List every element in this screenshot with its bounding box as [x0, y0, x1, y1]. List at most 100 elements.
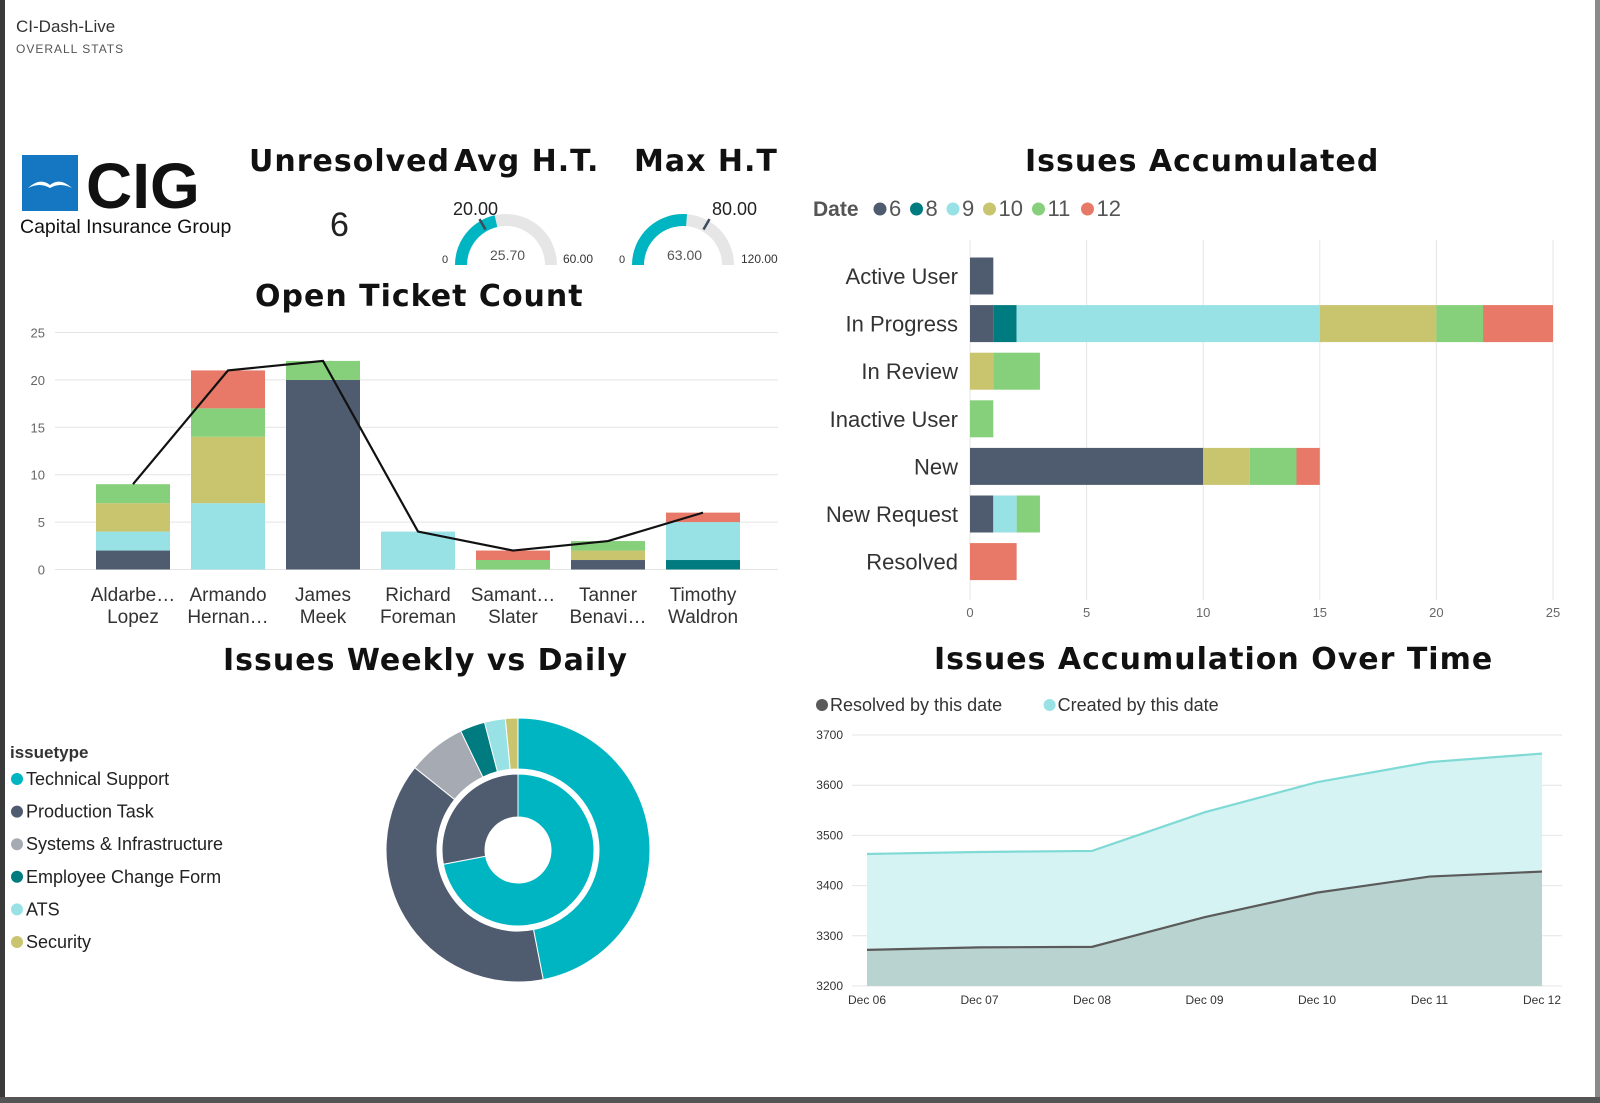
- legend-label[interactable]: 6: [889, 196, 901, 221]
- bar-segment[interactable]: [970, 305, 994, 343]
- x-tick-label: Dec 07: [960, 993, 998, 1007]
- x-tick-label: 25: [1546, 605, 1560, 620]
- legend-label[interactable]: 11: [1048, 196, 1071, 221]
- bar-segment[interactable]: [993, 305, 1017, 343]
- bar-segment[interactable]: [286, 360, 360, 380]
- bar-segment[interactable]: [571, 541, 645, 551]
- x-tick-label: 5: [1083, 605, 1090, 620]
- bar-segment[interactable]: [96, 503, 170, 532]
- x-category-label: Slater: [488, 607, 538, 628]
- bar-segment[interactable]: [1483, 305, 1553, 343]
- legend-label[interactable]: 9: [962, 196, 974, 221]
- x-tick-label: 10: [1196, 605, 1210, 620]
- legend-label[interactable]: Technical Support: [26, 769, 169, 789]
- y-category-label: In Review: [861, 359, 958, 384]
- bar-segment[interactable]: [666, 560, 740, 570]
- bar-segment[interactable]: [1296, 447, 1320, 485]
- bar-segment[interactable]: [96, 531, 170, 551]
- bar-segment[interactable]: [1203, 447, 1250, 485]
- bar-segment[interactable]: [191, 503, 265, 570]
- gauge-target-label: 20.00: [453, 199, 498, 219]
- gauge-max: 120.00: [741, 252, 778, 266]
- bar-segment[interactable]: [1436, 305, 1484, 343]
- bar-segment[interactable]: [1016, 305, 1320, 343]
- bar-segment[interactable]: [1249, 447, 1297, 485]
- y-tick-label: 20: [31, 373, 45, 388]
- bar-segment[interactable]: [286, 379, 360, 570]
- donut-slice[interactable]: [442, 773, 595, 927]
- gauge-value: 63.00: [667, 247, 702, 263]
- bar-segment[interactable]: [970, 400, 994, 438]
- donut-slice[interactable]: [441, 773, 519, 865]
- x-category-label: Benavi…: [569, 607, 646, 628]
- bar-segment[interactable]: [381, 531, 455, 570]
- legend-label[interactable]: Security: [26, 932, 91, 952]
- open-ticket-title: Open Ticket Count: [255, 279, 584, 314]
- area-fill: [867, 871, 1542, 986]
- bar-segment[interactable]: [1016, 495, 1040, 533]
- bar-segment[interactable]: [1319, 305, 1437, 343]
- x-category-label: Meek: [300, 607, 347, 628]
- legend-label[interactable]: Production Task: [26, 802, 155, 822]
- x-category-label: Armando: [189, 585, 266, 606]
- gauge-target-marker: [702, 218, 711, 231]
- legend-label[interactable]: Employee Change Form: [26, 867, 221, 887]
- bar-segment[interactable]: [191, 370, 265, 409]
- donut-slice[interactable]: [385, 766, 544, 983]
- bar-segment[interactable]: [970, 495, 994, 533]
- legend-label[interactable]: ATS: [26, 899, 60, 919]
- x-tick-label: 15: [1313, 605, 1327, 620]
- legend-label[interactable]: Resolved by this date: [830, 695, 1002, 715]
- legend-label[interactable]: 10: [999, 196, 1023, 221]
- donut-slice[interactable]: [504, 717, 519, 770]
- weekly-daily-chart: issuetype Technical Support Production Tas…: [10, 717, 651, 983]
- legend-dot: [946, 202, 960, 216]
- legend-dot: [816, 699, 828, 711]
- bar-segment[interactable]: [96, 550, 170, 570]
- trend-line: [132, 359, 704, 552]
- legend-label[interactable]: Created by this date: [1058, 695, 1219, 715]
- bar-segment[interactable]: [96, 484, 170, 504]
- x-category-label: Aldarbe…: [91, 585, 176, 606]
- bar-segment[interactable]: [476, 560, 550, 570]
- logo-tagline: Capital Insurance Group: [20, 216, 232, 238]
- y-tick-label: 0: [38, 563, 45, 578]
- x-tick-label: 0: [966, 605, 973, 620]
- bar-segment[interactable]: [571, 560, 645, 570]
- bar-segment[interactable]: [993, 352, 1040, 390]
- y-category-label: Inactive User: [830, 407, 958, 432]
- avg-ht-gauge: 20.00 25.70 0 60.00: [442, 199, 593, 266]
- bar-segment[interactable]: [191, 436, 265, 504]
- issues-accumulated-chart: 0 5 10 15 20 25 Date 6 8 9 10 11 12 Active User In Pro…: [813, 196, 1560, 620]
- bar-segment[interactable]: [476, 550, 550, 561]
- legend-dot: [11, 805, 23, 818]
- legend-title: Date: [813, 198, 859, 221]
- legend-title: issuetype: [10, 743, 88, 762]
- dashboard-subtitle: OVERALL STATS: [16, 42, 125, 56]
- y-tick-label: 15: [31, 420, 45, 435]
- bar-segment[interactable]: [191, 408, 265, 437]
- legend-label[interactable]: 12: [1097, 196, 1121, 221]
- legend-dot: [873, 202, 887, 216]
- y-tick-label: 3500: [816, 828, 843, 842]
- bar-segment[interactable]: [970, 257, 994, 295]
- legend-label[interactable]: Systems & Infrastructure: [26, 834, 223, 854]
- x-tick-label: Dec 06: [848, 993, 886, 1007]
- bar-segment[interactable]: [666, 522, 740, 561]
- area-line[interactable]: [866, 870, 1543, 951]
- logo-wing-icon: [28, 181, 72, 188]
- legend-dot: [11, 838, 23, 851]
- bar-segment[interactable]: [666, 512, 740, 523]
- bar-segment[interactable]: [993, 495, 1017, 533]
- bar-segment[interactable]: [970, 543, 1017, 581]
- bar-segment[interactable]: [970, 447, 1204, 485]
- legend-dot: [11, 936, 23, 948]
- y-tick-label: 3400: [816, 879, 843, 893]
- bar-segment[interactable]: [571, 550, 645, 561]
- legend-label[interactable]: 8: [926, 196, 938, 221]
- bar-segment[interactable]: [970, 352, 994, 390]
- donut-slice[interactable]: [517, 717, 651, 981]
- legend-dot: [1032, 202, 1045, 216]
- area-line[interactable]: [866, 752, 1543, 856]
- gauge-fill: [632, 214, 688, 265]
